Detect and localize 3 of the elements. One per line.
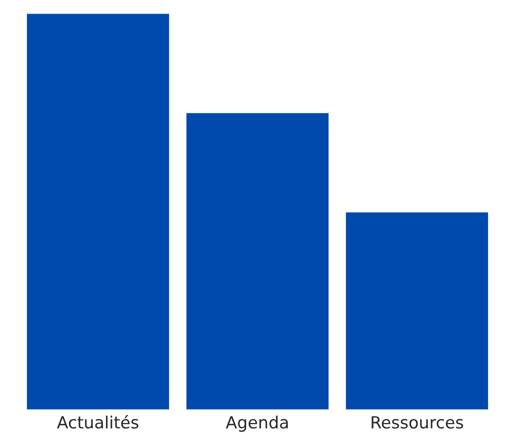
x-tick-label: Agenda [226,416,288,432]
x-tick-label: Ressources [372,416,464,429]
x-tick-label: Actualités [56,415,138,429]
